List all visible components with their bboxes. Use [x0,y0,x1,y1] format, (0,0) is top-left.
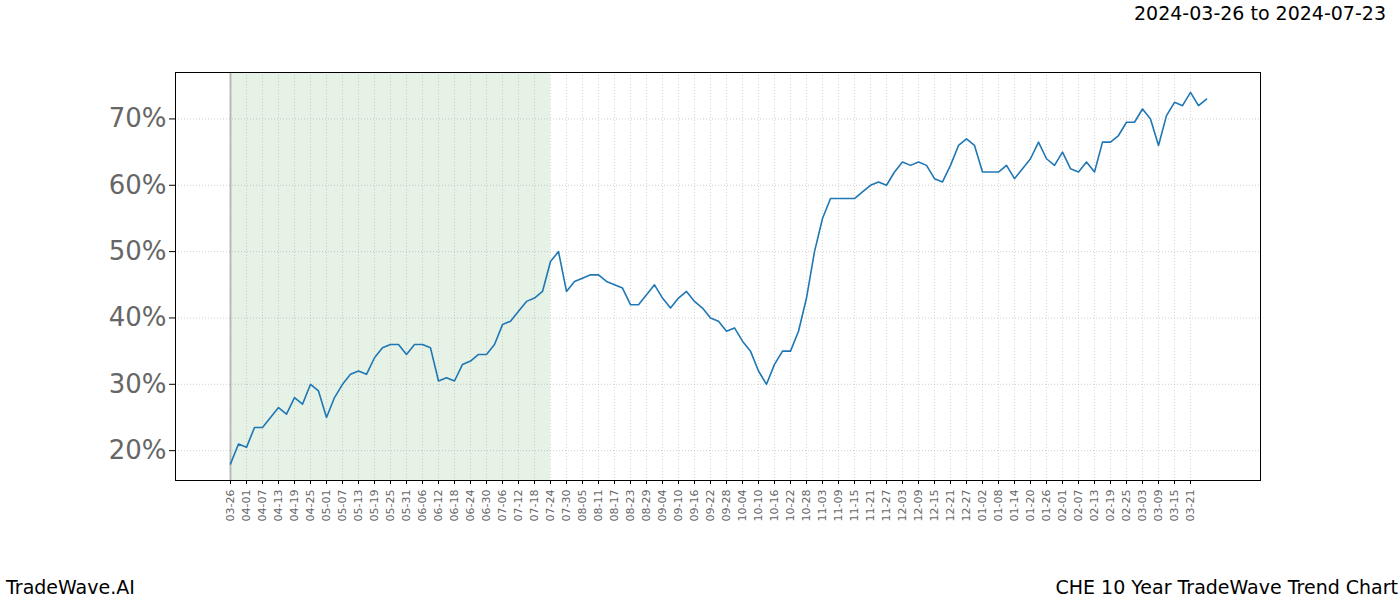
svg-text:05-19: 05-19 [368,490,381,522]
svg-text:10-28: 10-28 [800,490,813,522]
html-text:TradeWave.AI: TradeWave.AI [6,576,135,598]
svg-text:11-27: 11-27 [880,490,893,522]
svg-text:11-21: 11-21 [864,490,877,522]
svg-text:06-30: 06-30 [480,490,493,522]
svg-text:10-22: 10-22 [784,490,797,522]
svg-text:02-07: 02-07 [1072,490,1085,522]
svg-text:10-04: 10-04 [736,490,749,522]
svg-text:12-27: 12-27 [960,490,973,522]
svg-text:04-25: 04-25 [304,490,317,522]
svg-text:05-07: 05-07 [336,490,349,522]
svg-text:09-10: 09-10 [672,490,685,522]
svg-text:04-07: 04-07 [256,490,269,522]
svg-text:11-15: 11-15 [848,490,861,522]
svg-text:02-13: 02-13 [1088,490,1101,522]
svg-text:12-21: 12-21 [944,490,957,522]
svg-text:12-09: 12-09 [912,490,925,522]
svg-text:03-21: 03-21 [1184,490,1197,522]
svg-text:03-26: 03-26 [224,490,237,522]
svg-text:10-16: 10-16 [768,490,781,522]
svg-text:05-31: 05-31 [400,490,413,522]
svg-text:09-22: 09-22 [704,490,717,522]
svg-text:01-08: 01-08 [992,490,1005,522]
svg-text:04-01: 04-01 [240,490,253,522]
svg-text:07-30: 07-30 [560,490,573,522]
svg-text:07-24: 07-24 [544,490,557,522]
svg-text:50%: 50% [109,236,167,266]
svg-text:08-23: 08-23 [624,490,637,522]
svg-text:60%: 60% [109,170,167,200]
svg-text:06-06: 06-06 [416,490,429,522]
html-text:2024-03-26 to 2024-07-23: 2024-03-26 to 2024-07-23 [1134,2,1386,24]
svg-text:20%: 20% [109,435,167,465]
svg-text:03-09: 03-09 [1152,490,1165,522]
svg-text:06-18: 06-18 [448,490,461,522]
svg-text:05-13: 05-13 [352,490,365,522]
svg-text:11-03: 11-03 [816,490,829,522]
svg-text:08-11: 08-11 [592,490,605,522]
svg-text:12-15: 12-15 [928,490,941,522]
svg-text:02-25: 02-25 [1120,490,1133,522]
svg-text:09-16: 09-16 [688,490,701,522]
svg-text:01-14: 01-14 [1008,490,1021,522]
svg-text:07-06: 07-06 [496,490,509,522]
svg-text:70%: 70% [109,103,167,133]
svg-text:08-29: 08-29 [640,490,653,522]
svg-text:08-05: 08-05 [576,490,589,522]
html-text:CHE 10 Year TradeWave Trend Ch: CHE 10 Year TradeWave Trend Chart [1055,576,1398,598]
svg-text:03-03: 03-03 [1136,490,1149,522]
svg-text:40%: 40% [109,302,167,332]
svg-text:04-13: 04-13 [272,490,285,522]
svg-text:10-10: 10-10 [752,490,765,522]
svg-text:07-12: 07-12 [512,490,525,522]
svg-text:30%: 30% [109,369,167,399]
svg-text:03-15: 03-15 [1168,490,1181,522]
svg-text:05-01: 05-01 [320,490,333,522]
svg-text:06-24: 06-24 [464,490,477,522]
svg-text:09-28: 09-28 [720,490,733,522]
svg-text:05-25: 05-25 [384,490,397,522]
svg-text:08-17: 08-17 [608,490,621,522]
svg-text:02-19: 02-19 [1104,490,1117,522]
svg-text:11-09: 11-09 [832,490,845,522]
svg-text:02-01: 02-01 [1056,490,1069,522]
svg-text:06-12: 06-12 [432,490,445,522]
svg-text:04-19: 04-19 [288,490,301,522]
svg-text:07-18: 07-18 [528,490,541,522]
svg-text:01-26: 01-26 [1040,490,1053,522]
svg-text:09-04: 09-04 [656,490,669,522]
svg-text:12-03: 12-03 [896,490,909,522]
svg-text:01-20: 01-20 [1024,490,1037,522]
svg-text:01-02: 01-02 [976,490,989,522]
